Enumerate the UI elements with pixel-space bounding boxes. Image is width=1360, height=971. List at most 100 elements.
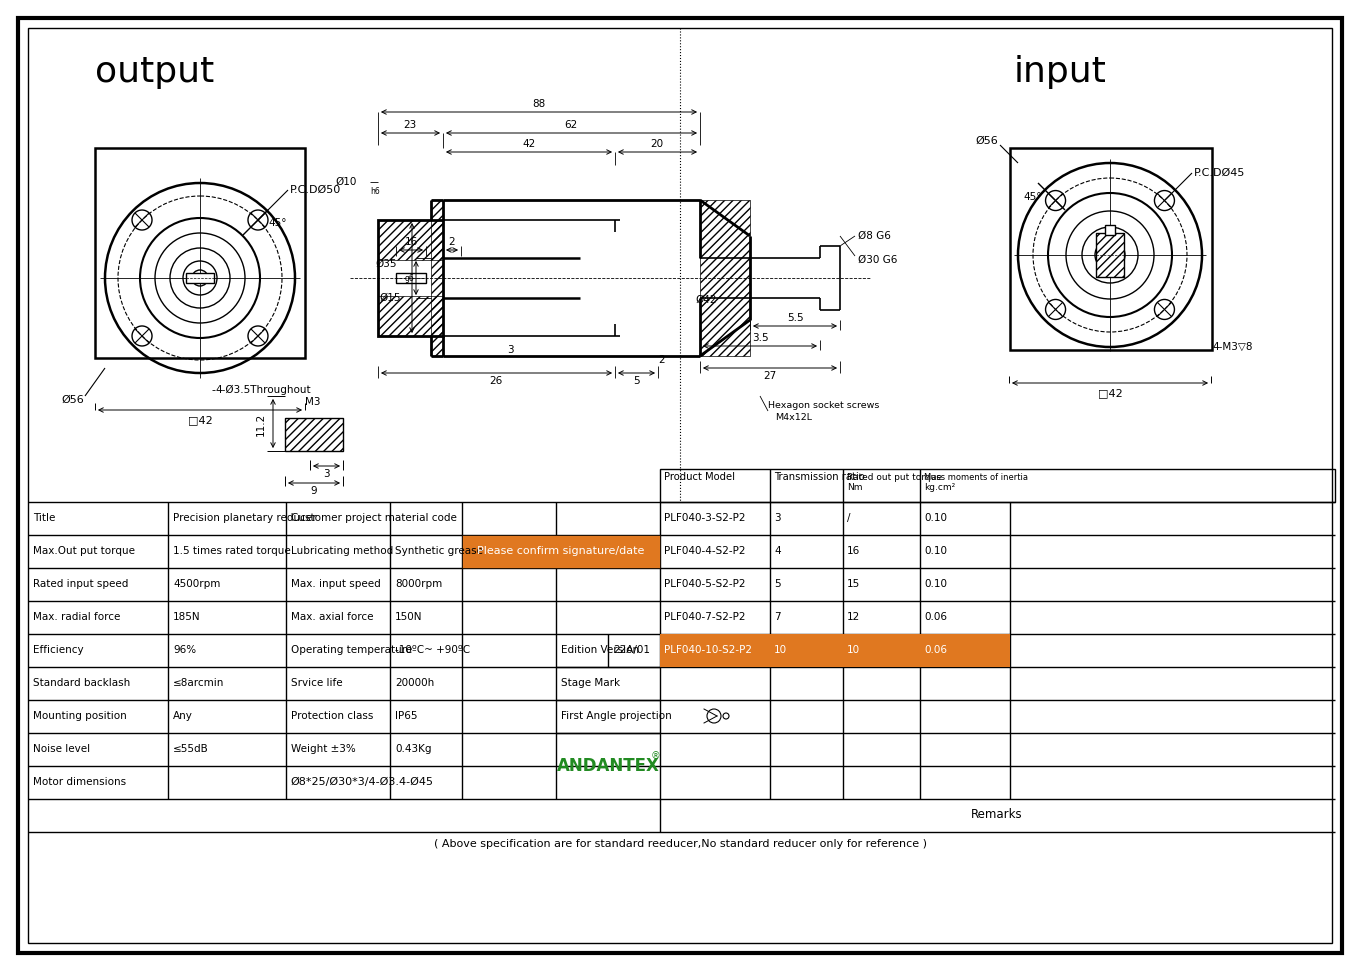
Text: 11.2: 11.2 (256, 413, 267, 436)
Text: 45°: 45° (1024, 192, 1042, 202)
Text: Ø30 G6: Ø30 G6 (858, 255, 898, 265)
Text: /: / (847, 513, 850, 523)
Bar (1104, 225, 1115, 235)
Bar (378, 296, 443, 336)
Text: 3: 3 (507, 345, 513, 355)
Text: 42: 42 (522, 139, 536, 149)
Text: 10: 10 (774, 645, 787, 655)
Text: Precision planetary reducer: Precision planetary reducer (173, 513, 317, 523)
Text: PLF040-5-S2-P2: PLF040-5-S2-P2 (664, 579, 745, 589)
Bar (1096, 233, 1123, 277)
Text: Max. radial force: Max. radial force (33, 612, 121, 622)
Text: 5.5: 5.5 (786, 313, 804, 323)
Text: 3.5: 3.5 (752, 333, 768, 343)
Text: 26: 26 (490, 376, 503, 386)
Text: Please confirm signature/date: Please confirm signature/date (477, 546, 645, 556)
Text: 16: 16 (404, 237, 418, 247)
Bar (462, 535, 660, 568)
Text: 7: 7 (774, 612, 781, 622)
Text: Ø42: Ø42 (695, 295, 717, 305)
Bar (286, 418, 343, 451)
Text: P.C.DØ50: P.C.DØ50 (290, 185, 341, 195)
Bar (378, 220, 443, 260)
Text: 5: 5 (774, 579, 781, 589)
Text: IP65: IP65 (394, 711, 418, 721)
Text: Customer project material code: Customer project material code (291, 513, 457, 523)
Bar (660, 469, 1336, 502)
Bar (431, 200, 443, 356)
Text: Transmission ratio: Transmission ratio (774, 472, 865, 482)
Text: kg.cm²: kg.cm² (923, 484, 955, 492)
Text: Ø8*25/Ø30*3/4-Ø3.4-Ø45: Ø8*25/Ø30*3/4-Ø3.4-Ø45 (291, 777, 434, 787)
Text: Ø56: Ø56 (975, 136, 998, 146)
Text: P.C.DØ45: P.C.DØ45 (1194, 168, 1246, 178)
Bar (286, 418, 343, 451)
Text: PLF040-3-S2-P2: PLF040-3-S2-P2 (664, 513, 745, 523)
Text: 9: 9 (310, 486, 317, 496)
Bar (1010, 148, 1212, 350)
Text: Weight ±3%: Weight ±3% (291, 744, 356, 754)
Text: 15: 15 (847, 579, 861, 589)
Text: ANDANTEX: ANDANTEX (556, 757, 660, 775)
Text: 4-M3▽8: 4-M3▽8 (1212, 342, 1253, 352)
Text: PLF040-4-S2-P2: PLF040-4-S2-P2 (664, 546, 745, 556)
Bar (378, 220, 443, 336)
Text: Edition Version: Edition Version (560, 645, 639, 655)
Text: Remarks: Remarks (971, 809, 1023, 821)
Text: -10ºC~ +90ºC: -10ºC~ +90ºC (394, 645, 471, 655)
Bar (95, 148, 305, 358)
Text: M4x12L: M4x12L (775, 414, 812, 422)
Text: Efficiency: Efficiency (33, 645, 83, 655)
Text: □42: □42 (1098, 388, 1122, 398)
Text: 1.5 times rated torque: 1.5 times rated torque (173, 546, 291, 556)
Text: Synthetic grease: Synthetic grease (394, 546, 483, 556)
Text: 0.06: 0.06 (923, 645, 947, 655)
Text: Ø15: Ø15 (379, 293, 401, 303)
Text: 3: 3 (774, 513, 781, 523)
Text: 20: 20 (650, 139, 664, 149)
Text: 12: 12 (847, 612, 861, 622)
Text: Standard backlash: Standard backlash (33, 678, 131, 688)
Text: Operating temperature: Operating temperature (291, 645, 412, 655)
Text: Nm: Nm (847, 484, 862, 492)
Bar (1096, 233, 1123, 277)
Text: h6: h6 (370, 187, 379, 196)
Text: 96%: 96% (173, 645, 196, 655)
Text: 4500rpm: 4500rpm (173, 579, 220, 589)
Text: 20000h: 20000h (394, 678, 434, 688)
Text: Max.Out put torque: Max.Out put torque (33, 546, 135, 556)
Text: 27: 27 (763, 371, 777, 381)
Text: PLF040-7-S2-P2: PLF040-7-S2-P2 (664, 612, 745, 622)
Text: 0.06: 0.06 (923, 612, 947, 622)
Text: Ø35: Ø35 (375, 259, 397, 269)
Text: Motor dimensions: Motor dimensions (33, 777, 126, 787)
Text: Protection class: Protection class (291, 711, 374, 721)
Bar (396, 273, 426, 283)
Text: 4: 4 (774, 546, 781, 556)
Text: 0.43Kg: 0.43Kg (394, 744, 431, 754)
Text: Hexagon socket screws: Hexagon socket screws (768, 401, 880, 411)
Text: 10: 10 (847, 645, 860, 655)
Text: Ø10: Ø10 (336, 177, 356, 187)
Text: ( Above specification are for standard reeducer,No standard reducer only for ref: ( Above specification are for standard r… (434, 839, 928, 849)
Text: 62: 62 (564, 120, 578, 130)
Text: Max. axial force: Max. axial force (291, 612, 374, 622)
Text: 5: 5 (632, 376, 639, 386)
Text: Ø8 G6: Ø8 G6 (858, 231, 891, 241)
Text: 0.10: 0.10 (923, 513, 947, 523)
Bar (186, 273, 214, 283)
Text: 2: 2 (449, 237, 456, 247)
Text: 23: 23 (404, 120, 416, 130)
Text: Title: Title (33, 513, 56, 523)
Text: 150N: 150N (394, 612, 423, 622)
Text: 22A/01: 22A/01 (613, 645, 650, 655)
Text: First Angle projection: First Angle projection (560, 711, 672, 721)
Text: 88: 88 (532, 99, 545, 109)
Text: Product Model: Product Model (664, 472, 734, 482)
Text: Max. input speed: Max. input speed (291, 579, 381, 589)
Text: Rated input speed: Rated input speed (33, 579, 128, 589)
Text: M3: M3 (305, 397, 321, 407)
Text: 2: 2 (658, 355, 665, 365)
Text: Mounting position: Mounting position (33, 711, 126, 721)
Text: ≤8arcmin: ≤8arcmin (173, 678, 224, 688)
